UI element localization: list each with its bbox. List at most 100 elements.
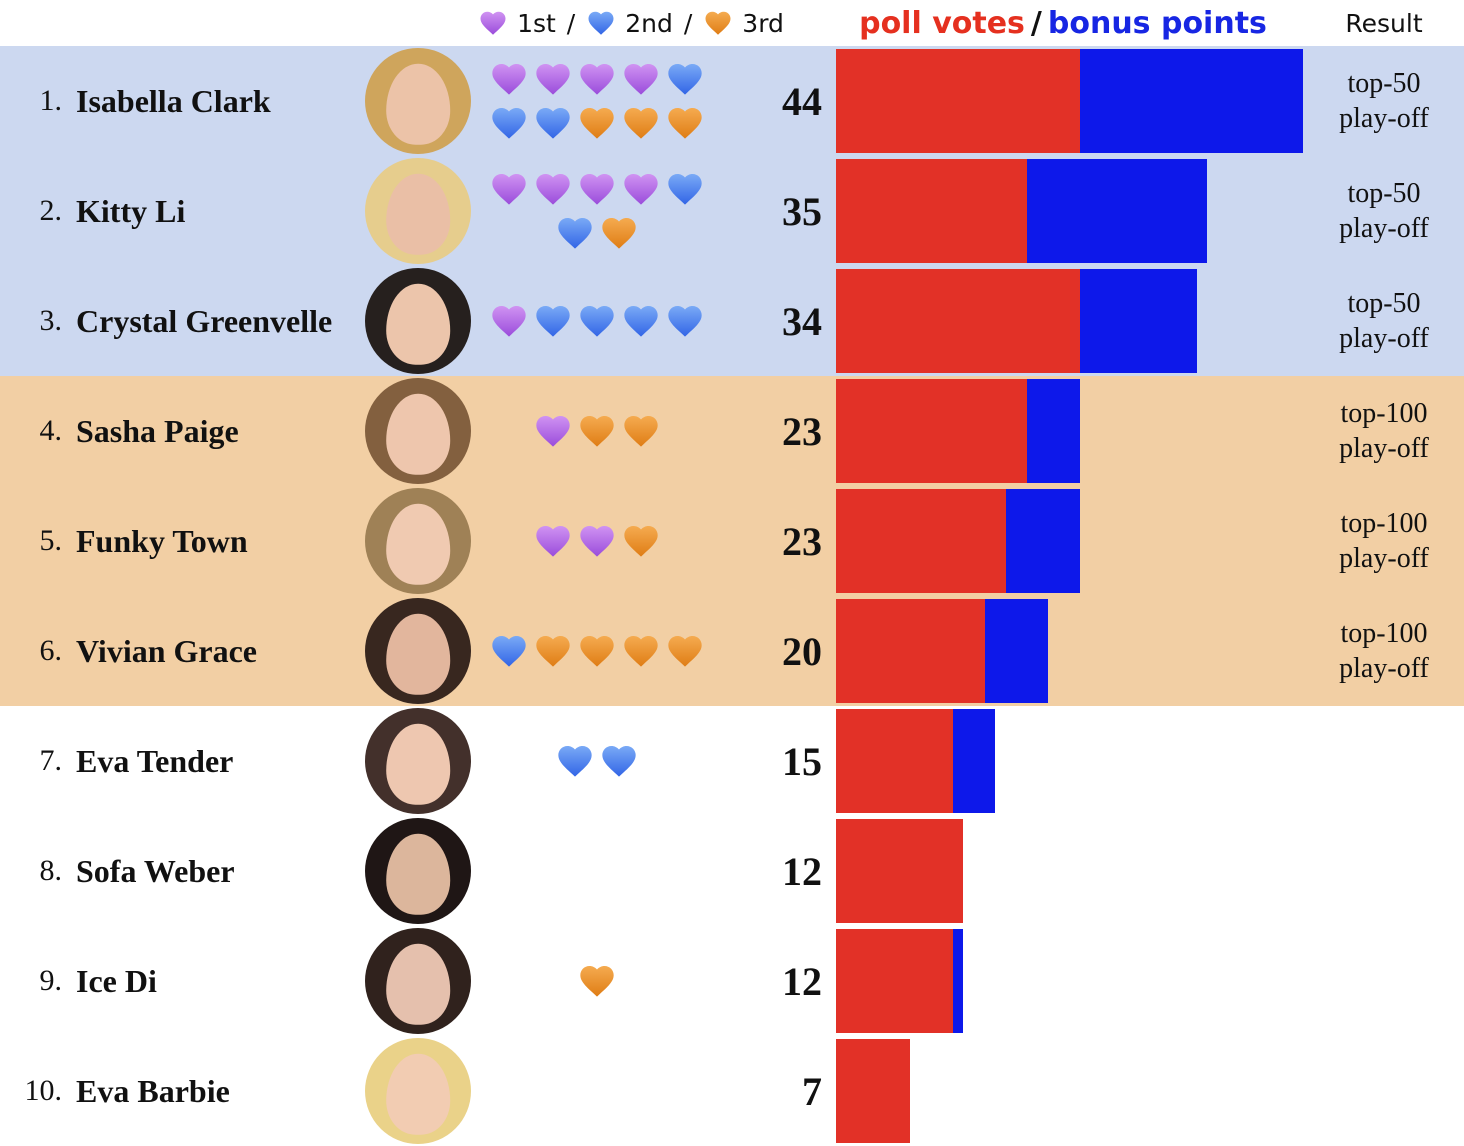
rank-number: 9. (39, 964, 63, 997)
table-row: 2. Kitty Li 35 top-50 play-off (0, 156, 1464, 266)
result-column-label: Result (1345, 8, 1423, 38)
hearts-line (555, 739, 639, 783)
total-points: 7 (802, 1068, 822, 1114)
orange-heart-icon (580, 636, 614, 667)
result-line-2: play-off (1339, 323, 1429, 354)
legend-separator: / (566, 8, 576, 38)
bonus-points-bar (984, 599, 1049, 703)
orange-heart-icon (668, 636, 702, 667)
rank-number: 1. (39, 84, 63, 117)
total-points: 15 (782, 738, 822, 784)
result-cell: top-100 play-off (1304, 396, 1464, 466)
total-points: 12 (782, 848, 822, 894)
contestant-name: Kitty Li (76, 192, 186, 229)
contestant-name: Funky Town (76, 522, 248, 559)
purple-heart-icon (536, 174, 570, 205)
bonus-points-bar (1026, 159, 1208, 263)
result-cell: top-100 play-off (1304, 506, 1464, 576)
purple-heart-icon (492, 174, 526, 205)
poll-votes-bar (836, 1039, 911, 1143)
stacked-bar (836, 1039, 1304, 1143)
result-cell: top-50 play-off (1304, 176, 1464, 246)
contestant-name: Isabella Clark (76, 82, 271, 119)
hearts-line (489, 57, 705, 101)
blue-heart-icon (492, 108, 526, 139)
result-line-1: top-100 (1340, 398, 1428, 429)
rank-number: 10. (24, 1074, 63, 1107)
avatar-face (386, 393, 450, 475)
total-points: 35 (782, 188, 822, 234)
purple-heart-icon (580, 526, 614, 557)
avatar-face (386, 283, 450, 365)
bonus-points-bar (1080, 49, 1303, 153)
table-row: 1. Isabella Clark 44 top-50 play-off (0, 46, 1464, 156)
poll-votes-bar (836, 49, 1081, 153)
avatar (365, 598, 471, 704)
stacked-bar (836, 489, 1304, 593)
result-line-2: play-off (1339, 103, 1429, 134)
legend-label-1st: 1st (517, 8, 556, 38)
avatar-face (386, 723, 450, 805)
result-line-2: play-off (1339, 543, 1429, 574)
bar-cell (822, 926, 1304, 1036)
hearts-legend: 1st / 2nd / 3rd (440, 8, 822, 38)
stacked-bar (836, 159, 1304, 263)
rank-number: 7. (39, 744, 63, 777)
purple-heart-icon (536, 416, 570, 447)
rank-number: 3. (39, 304, 63, 337)
rank-number: 4. (39, 414, 63, 447)
table-row: 8. Sofa Weber 12 (0, 816, 1464, 926)
purple-heart-icon (536, 64, 570, 95)
hearts-line (533, 519, 661, 563)
avatar (365, 1038, 471, 1144)
bar-cell (822, 596, 1304, 706)
total-points: 34 (782, 298, 822, 344)
result-line-1: top-50 (1347, 288, 1421, 319)
result-cell: top-50 play-off (1304, 286, 1464, 356)
result-line-1: top-100 (1340, 618, 1428, 649)
result-cell: top-100 play-off (1304, 616, 1464, 686)
result-line-2: play-off (1339, 433, 1429, 464)
table-row: 4. Sasha Paige 23 top-100 play-off (0, 376, 1464, 486)
purple-heart-icon (492, 64, 526, 95)
poll-votes-bar (836, 379, 1027, 483)
bonus-points-label: bonus points (1047, 5, 1267, 41)
avatar (365, 708, 471, 814)
hearts-cell (474, 629, 720, 673)
hearts-line (489, 101, 705, 145)
table-row: 5. Funky Town 23 top-100 play-off (0, 486, 1464, 596)
bar-cell (822, 46, 1304, 156)
poll-votes-bar (836, 819, 964, 923)
contestant-name: Vivian Grace (76, 632, 257, 669)
bonus-points-bar (952, 929, 964, 1033)
blue-heart-icon (558, 746, 592, 777)
avatar (365, 158, 471, 264)
rank-number: 5. (39, 524, 63, 557)
avatar-face (386, 63, 450, 145)
rank-number: 2. (39, 194, 63, 227)
bonus-points-bar (1026, 379, 1081, 483)
avatar-face (386, 1053, 450, 1135)
orange-heart-icon (580, 416, 614, 447)
hearts-line (533, 409, 661, 453)
poll-votes-bar (836, 269, 1081, 373)
rows-container: 1. Isabella Clark 44 top-50 play-off 2. … (0, 46, 1464, 1146)
hearts-cell (474, 959, 720, 1003)
bonus-points-bar (1005, 489, 1081, 593)
stacked-bar (836, 929, 1304, 1033)
blue-heart-icon (668, 64, 702, 95)
blue-heart-icon (536, 306, 570, 337)
blue-heart-icon (492, 636, 526, 667)
stacked-bar (836, 709, 1304, 813)
table-row: 10. Eva Barbie 7 (0, 1036, 1464, 1146)
blue-heart-icon (602, 746, 636, 777)
bar-cell (822, 706, 1304, 816)
blue-heart-icon (558, 218, 592, 249)
bonus-points-bar (952, 709, 996, 813)
result-line-1: top-100 (1340, 508, 1428, 539)
table-row: 3. Crystal Greenvelle 34 top-50 play-off (0, 266, 1464, 376)
avatar-face (386, 503, 450, 585)
legend-label-2nd: 2nd (625, 8, 673, 38)
stacked-bar (836, 599, 1304, 703)
